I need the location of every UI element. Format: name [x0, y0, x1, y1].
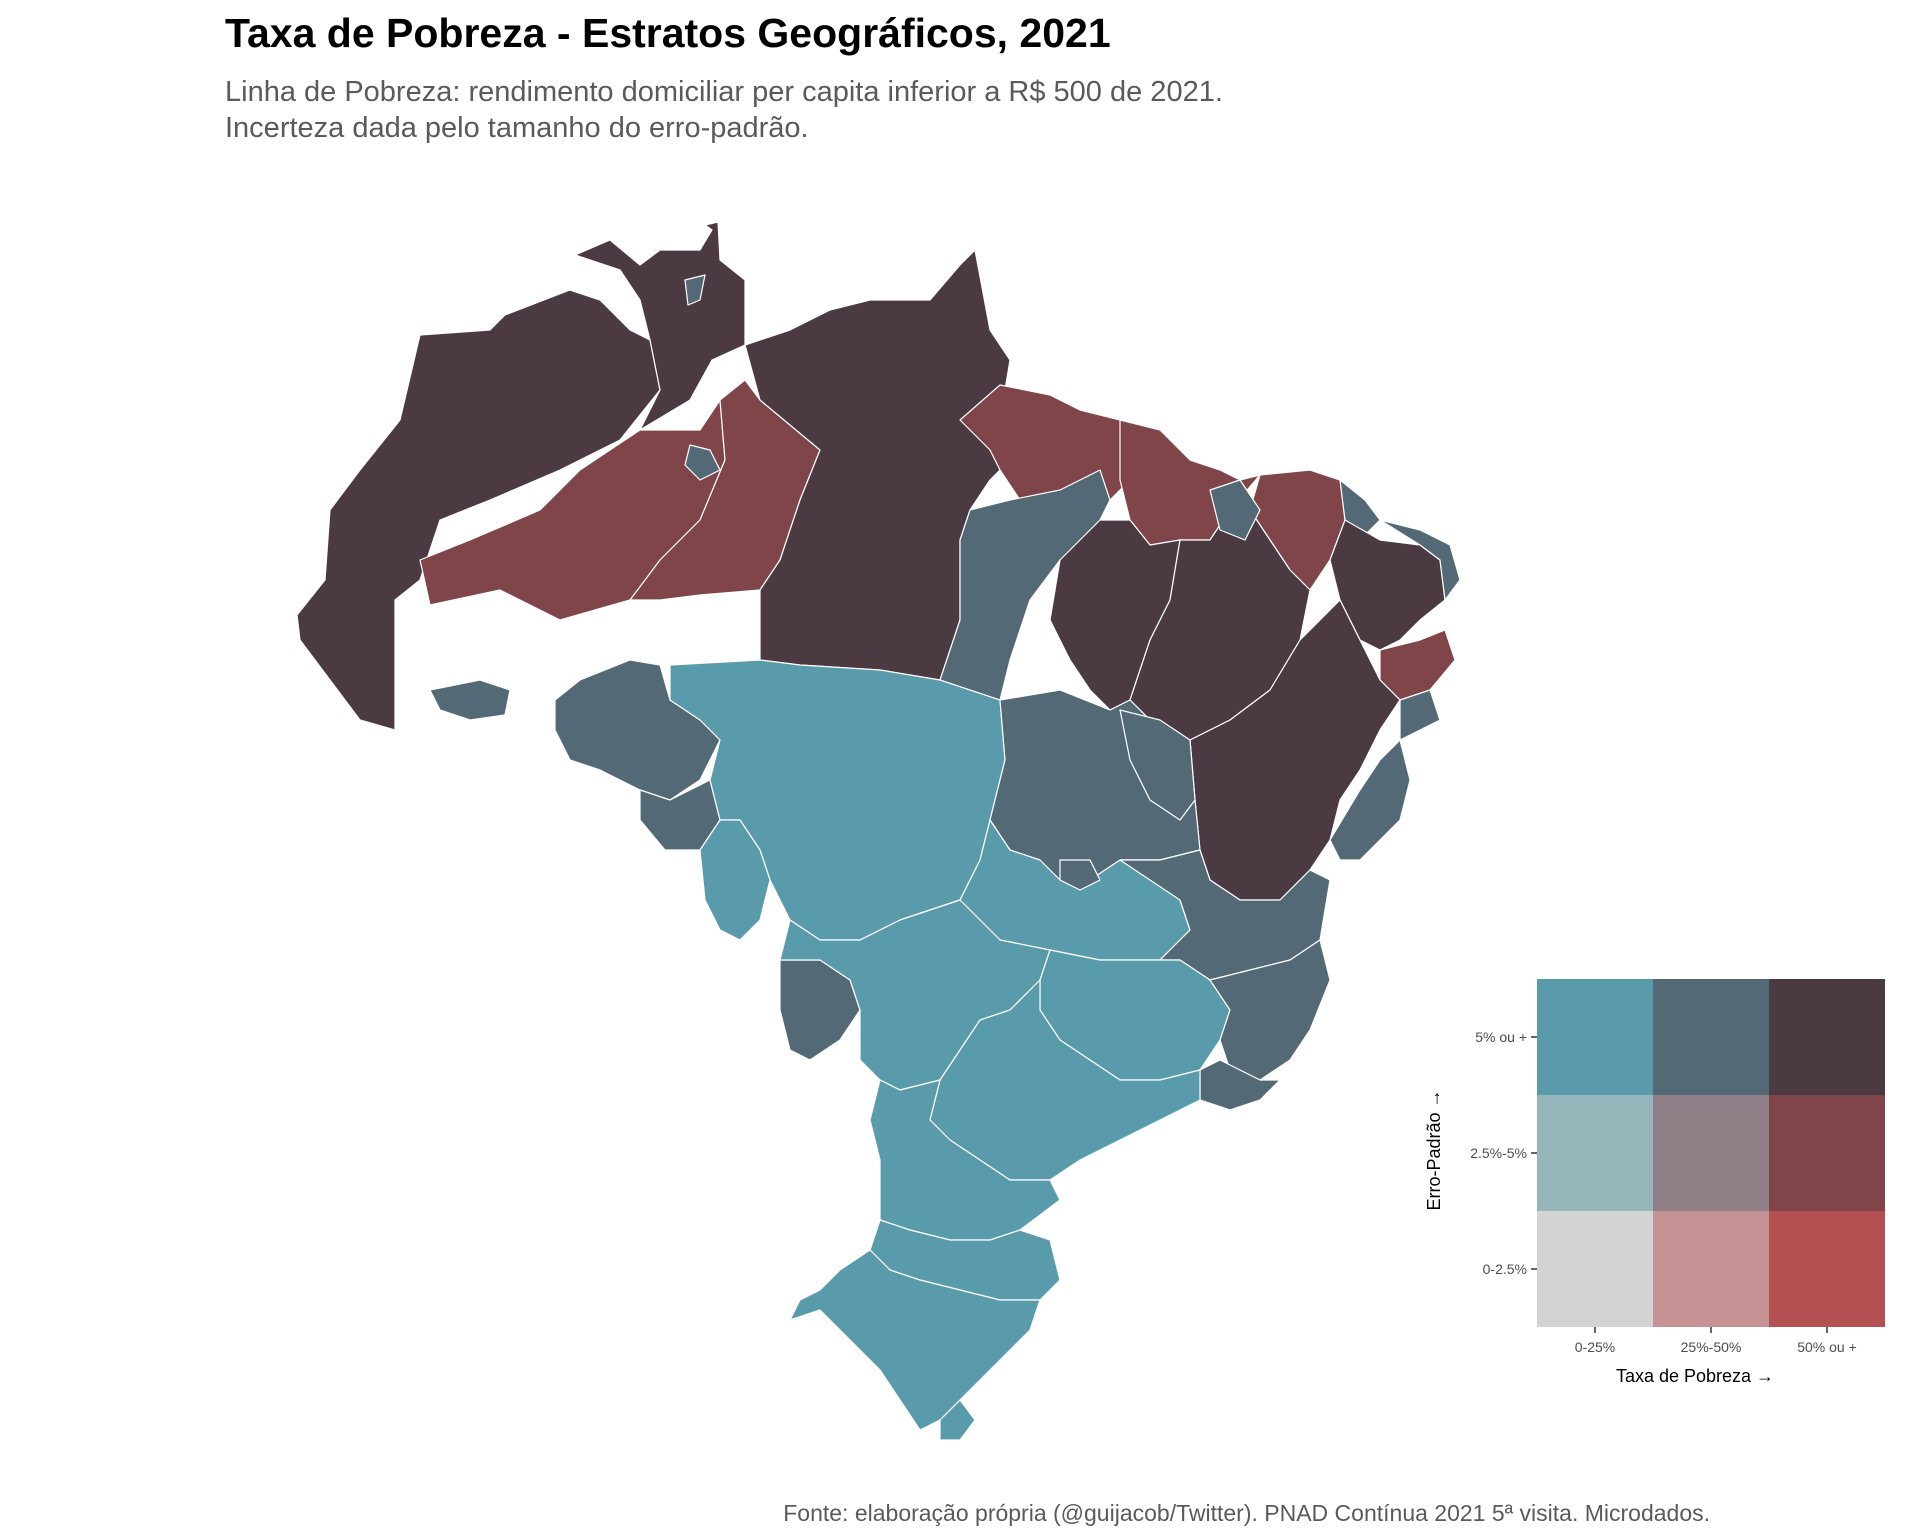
- legend-cell-2-0: [1537, 979, 1653, 1095]
- legend-x-label: 0-25%: [1575, 1339, 1615, 1355]
- region-rio-de-janeiro: [1199, 1059, 1281, 1111]
- legend-y-label: 2.5%-5%: [1470, 1145, 1527, 1161]
- region-tocantins-west: [939, 469, 1111, 701]
- region-rondonia: [554, 659, 721, 801]
- legend-x-axis: 0-25% 25%-50% 50% ou +: [1575, 1327, 1857, 1355]
- legend-y-axis: 0-2.5% 2.5%-5% 5% ou +: [1470, 1029, 1537, 1277]
- legend-y-label: 0-2.5%: [1483, 1261, 1527, 1277]
- region-mato-grosso-west: [699, 819, 771, 941]
- region-minas-north: [1119, 849, 1331, 981]
- legend-cell-0-1: [1653, 1211, 1769, 1327]
- region-amazonas-west: [296, 289, 661, 731]
- chart-subtitle: Linha de Pobreza: rendimento domiciliar …: [225, 74, 1223, 146]
- region-roraima: [574, 221, 746, 431]
- legend-cell-2-2: [1769, 979, 1885, 1095]
- legend-cell-0-0: [1537, 1211, 1653, 1327]
- region-amapa-island: [684, 274, 706, 306]
- map-regions: [296, 221, 1461, 1441]
- chart-caption: Fonte: elaboração própria (@guijacob/Twi…: [783, 1500, 1710, 1526]
- legend-cell-0-2: [1769, 1211, 1885, 1327]
- region-rs-coast: [939, 1399, 976, 1441]
- region-brasilia: [1059, 859, 1101, 891]
- region-acre-east: [429, 679, 511, 721]
- legend-cell-1-0: [1537, 1095, 1653, 1211]
- region-rn-pb: [1329, 519, 1446, 651]
- region-parana: [869, 1079, 1061, 1241]
- region-rn-coast: [1379, 519, 1461, 601]
- legend-cell-1-2: [1769, 1095, 1885, 1211]
- legend-y-label: 5% ou +: [1475, 1029, 1527, 1045]
- region-piaui-interior: [1209, 479, 1261, 541]
- subtitle-line-1: Linha de Pobreza: rendimento domiciliar …: [225, 76, 1223, 108]
- region-manaus: [684, 444, 721, 481]
- legend-cell-1-1: [1653, 1095, 1769, 1211]
- legend-y-title: Erro-Padrão →: [1424, 1089, 1444, 1210]
- region-tocantins-south: [1119, 709, 1196, 821]
- legend-cell-2-1: [1653, 979, 1769, 1095]
- legend-grid: [1537, 979, 1885, 1327]
- region-alagoas: [1399, 689, 1441, 741]
- chart-title: Taxa de Pobreza - Estratos Geográficos, …: [225, 10, 1111, 56]
- region-espirito-santo: [1209, 939, 1331, 1081]
- legend-x-label: 25%-50%: [1681, 1339, 1742, 1355]
- subtitle-line-2: Incerteza dada pelo tamanho do erro-padr…: [225, 112, 809, 144]
- legend-x-label: 50% ou +: [1797, 1339, 1857, 1355]
- region-bahia-coast: [1329, 739, 1411, 861]
- legend-x-title: Taxa de Pobreza →: [1616, 1366, 1774, 1386]
